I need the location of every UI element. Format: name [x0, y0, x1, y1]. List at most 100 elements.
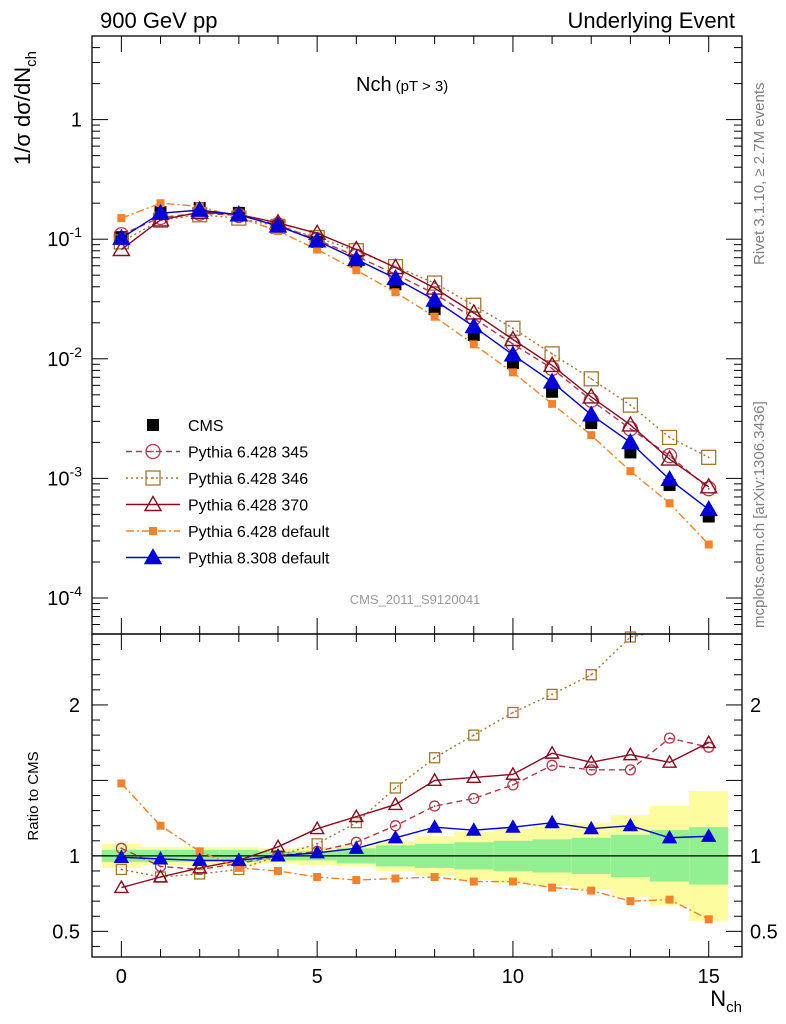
point-pythia-6-428-346 [701, 449, 717, 465]
ratio-point-pythia-6-428-346-dot [394, 787, 397, 789]
series-line-pythia-6-428-default [121, 202, 710, 545]
point-pythia-8-308-default [151, 203, 170, 220]
ratio-point-pythia-6-428-default [273, 866, 282, 875]
ratio-point-pythia-6-428-346-dot [551, 693, 553, 696]
ratio-point-pythia-8-308-default [231, 852, 247, 866]
ratio-plot: 0 5 10 15 0.5 0.5 1 1 2 2 Ratio to CMS Nch [25, 631, 778, 1016]
ratio-line-pythia-6-428-370 [121, 742, 710, 889]
point-pythia-6-428-346-dot [512, 327, 514, 330]
point-pythia-8-308-default [386, 269, 405, 286]
ratio-point-pythia-6-428-346 [468, 729, 480, 741]
point-pythia-6-428-346 [622, 397, 639, 413]
ratio-point-pythia-6-428-345 [468, 792, 480, 805]
ratio-point-pythia-6-428-default [391, 874, 400, 883]
ratio-y-axis-label: Ratio to CMS [25, 751, 42, 840]
ratio-point-pythia-8-308-default [583, 820, 599, 835]
x-tick-label: 15 [698, 966, 720, 988]
point-pythia-8-308-default [621, 432, 640, 450]
ratio-point-pythia-6-428-370 [191, 860, 208, 874]
point-pythia-6-428-default [704, 540, 713, 549]
legend-marker-pythia-6-428-370 [143, 495, 163, 512]
point-pythia-6-428-370 [660, 449, 679, 466]
point-pythia-6-428-default [430, 312, 439, 321]
ratio-point-pythia-6-428-345-dot [120, 847, 123, 850]
point-pythia-6-428-346-dot [707, 456, 710, 459]
ratio-line-pythia-6-428-346 [121, 633, 647, 878]
point-pythia-6-428-345 [701, 481, 717, 497]
ratio-point-pythia-6-428-345-dot [551, 764, 553, 767]
header-left: 900 GeV pp [100, 8, 217, 33]
ratio-point-pythia-6-428-346-dot [472, 734, 475, 737]
ratio-line-pythia-8-308-default [121, 821, 709, 862]
ratio-point-pythia-8-308-default [701, 828, 717, 842]
y-tick-label-right: 0.5 [750, 921, 778, 943]
point-pythia-8-308-default [190, 200, 209, 217]
ratio-point-pythia-6-428-370 [661, 754, 678, 768]
ratio-point-pythia-6-428-345-dot [590, 768, 593, 771]
point-pythia-6-428-370 [542, 356, 562, 373]
y-axis-label: 1/σ dσ/dNch [10, 51, 40, 165]
analysis-watermark: CMS_2011_S9120041 [350, 592, 481, 607]
point-pythia-8-308-default [425, 290, 444, 307]
ratio-point-pythia-6-428-default [313, 873, 322, 882]
point-pythia-6-428-345-dot [512, 343, 514, 345]
header-right: Underlying Event [567, 8, 735, 33]
ratio-point-pythia-6-428-370 [622, 746, 639, 761]
ratio-point-pythia-8-308-default [426, 819, 443, 833]
y-tick-label-right: 1 [750, 846, 761, 868]
ratio-point-pythia-6-428-345-dot [668, 737, 671, 740]
ratio-point-pythia-6-428-default [430, 873, 439, 882]
point-pythia-6-428-370 [112, 240, 131, 257]
point-pythia-6-428-370 [582, 387, 601, 404]
point-pythia-8-308-default [229, 205, 249, 222]
ratio-point-pythia-6-428-346 [624, 631, 637, 643]
ratio-point-pythia-6-428-345-dot [394, 824, 397, 827]
point-pythia-6-428-345-dot [668, 454, 671, 457]
ratio-point-pythia-6-428-345 [428, 800, 441, 812]
point-pythia-6-428-default [548, 399, 557, 408]
point-pythia-6-428-346 [583, 371, 599, 387]
plot-title: Nch (pT > 3) [356, 74, 448, 96]
point-pythia-8-308-default [347, 249, 366, 266]
ratio-point-pythia-6-428-default [704, 915, 713, 924]
legend-label-pythia-6-428-345: Pythia 6.428 345 [188, 445, 308, 462]
ratio-plot-frame [91, 633, 743, 958]
ratio-point-pythia-6-428-346-dot [433, 756, 436, 759]
ratio-point-pythia-6-428-370 [309, 820, 325, 835]
ratio-point-pythia-6-428-346 [507, 706, 519, 719]
legend-marker-pythia-8-308-default [143, 548, 163, 565]
legend: CMS Pythia 6.428 345 Pythia 6.428 346 Pythi… [126, 418, 330, 568]
legend-marker-cms [147, 419, 159, 431]
ratio-point-pythia-6-428-370 [387, 796, 404, 811]
ratio-point-pythia-8-308-default [152, 850, 169, 865]
point-pythia-6-428-346 [661, 429, 678, 446]
ratio-line-pythia-6-428-default [120, 782, 710, 920]
point-cms [546, 385, 559, 398]
point-pythia-6-428-default [508, 368, 517, 377]
point-pythia-8-308-default [699, 500, 718, 517]
legend-marker-pythia-6-428-346 [145, 470, 161, 486]
point-pythia-6-428-default [352, 266, 361, 275]
point-pythia-6-428-346-dot [551, 352, 553, 355]
ratio-point-pythia-8-308-default [309, 844, 325, 859]
ratio-point-pythia-6-428-370 [426, 772, 443, 786]
point-pythia-8-308-default [660, 470, 679, 487]
ratio-point-pythia-6-428-370 [505, 766, 521, 780]
y-tick-label: 10-3 [47, 463, 82, 490]
ratio-point-pythia-6-428-346 [428, 752, 441, 764]
ratio-point-pythia-6-428-default [234, 863, 243, 872]
y-tick-label: 1 [71, 110, 82, 132]
point-pythia-6-428-default [391, 288, 400, 297]
ratio-point-pythia-8-308-default [466, 822, 482, 836]
point-cms [506, 357, 519, 370]
ratio-point-pythia-6-428-default [508, 877, 517, 886]
ratio-point-pythia-6-428-370 [152, 869, 169, 883]
ratio-point-pythia-6-428-346 [546, 688, 558, 701]
ratio-point-pythia-6-428-default [626, 897, 635, 906]
ratio-point-pythia-8-308-default [622, 817, 639, 832]
point-pythia-6-428-345-dot [707, 487, 710, 490]
point-pythia-6-428-346 [426, 275, 443, 291]
ratio-point-pythia-6-428-345-dot [433, 805, 436, 807]
ratio-point-pythia-6-428-default [117, 779, 126, 788]
